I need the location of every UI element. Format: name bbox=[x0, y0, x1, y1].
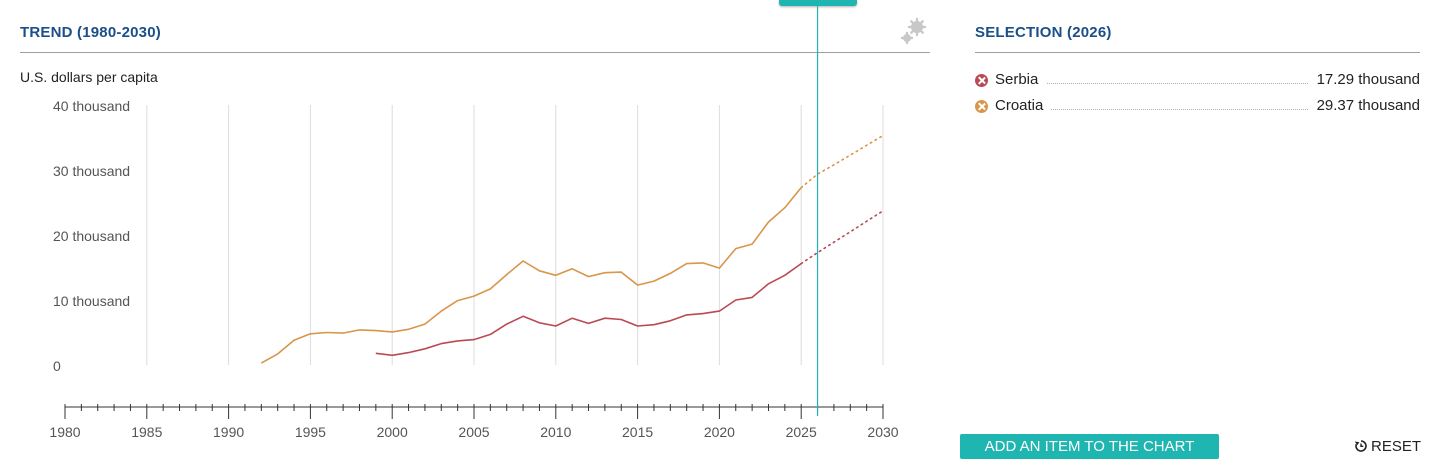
trend-divider bbox=[20, 52, 930, 53]
series-line-croatia[interactable] bbox=[260, 187, 802, 364]
x-axis: 1980 1985 1990 1995 2000 2005 2010 2015 2020 2025… bbox=[49, 404, 899, 440]
y-tick-label-2: 20 thousand bbox=[53, 228, 130, 244]
series-projection-croatia[interactable] bbox=[800, 134, 884, 189]
leader-dots bbox=[995, 109, 1420, 110]
gear-icon[interactable] bbox=[898, 17, 928, 47]
x-tick-label-1985: 1985 bbox=[131, 424, 162, 440]
x-tick-label-2020: 2020 bbox=[704, 424, 735, 440]
leader-dots bbox=[995, 83, 1420, 84]
x-tick-label-2010: 2010 bbox=[540, 424, 571, 440]
add-item-button[interactable]: ADD AN ITEM TO THE CHART bbox=[960, 434, 1219, 459]
legend-name: Croatia bbox=[995, 97, 1052, 114]
selection-divider bbox=[975, 52, 1420, 53]
x-tick-label-2000: 2000 bbox=[377, 424, 408, 440]
series-line-serbia[interactable] bbox=[375, 262, 802, 357]
x-tick-label-2030: 2030 bbox=[867, 424, 898, 440]
reset-button[interactable]: RESET bbox=[1354, 438, 1421, 455]
x-tick-label-2005: 2005 bbox=[458, 424, 489, 440]
remove-series-icon[interactable] bbox=[975, 100, 988, 113]
y-tick-labels: 0 10 thousand 20 thousand 30 thousand 40 tho… bbox=[53, 98, 130, 374]
legend-value: 17.29 thousand bbox=[1308, 71, 1420, 88]
legend-item-croatia[interactable]: Croatia 29.37 thousand bbox=[975, 97, 1420, 119]
series-projection-serbia[interactable] bbox=[800, 210, 884, 265]
x-tick-label-2025: 2025 bbox=[786, 424, 817, 440]
series-lines bbox=[260, 134, 884, 364]
y-tick-label-0: 0 bbox=[53, 358, 61, 374]
y-tick-label-4: 40 thousand bbox=[53, 98, 130, 114]
y-axis-label: U.S. dollars per capita bbox=[20, 69, 158, 85]
legend-name: Serbia bbox=[995, 71, 1047, 88]
y-tick-label-3: 30 thousand bbox=[53, 163, 130, 179]
grid-lines bbox=[146, 105, 884, 365]
x-tick-label-1995: 1995 bbox=[295, 424, 326, 440]
trend-chart[interactable]: 0 10 thousand 20 thousand 30 thousand 40 tho… bbox=[0, 0, 940, 461]
reset-icon bbox=[1354, 440, 1367, 452]
x-tick-label-2015: 2015 bbox=[622, 424, 653, 440]
reset-label: RESET bbox=[1371, 438, 1422, 455]
legend-value: 29.37 thousand bbox=[1308, 97, 1420, 114]
x-tick-label-1990: 1990 bbox=[213, 424, 244, 440]
x-tick-label-1980: 1980 bbox=[49, 424, 80, 440]
selection-title: SELECTION (2026) bbox=[975, 24, 1112, 41]
trend-title: TREND (1980-2030) bbox=[20, 24, 161, 41]
y-tick-label-1: 10 thousand bbox=[53, 293, 130, 309]
remove-series-icon[interactable] bbox=[975, 74, 988, 87]
legend-item-serbia[interactable]: Serbia 17.29 thousand bbox=[975, 71, 1420, 93]
